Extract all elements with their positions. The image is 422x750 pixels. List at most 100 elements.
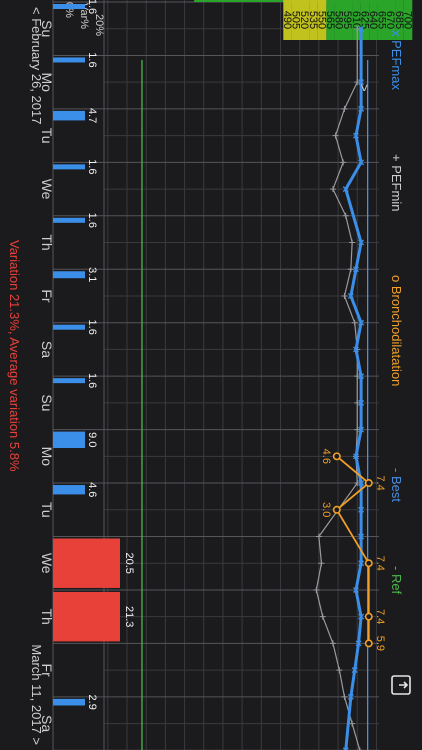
variation-bar-label: 3.1 (86, 267, 98, 282)
pefmax-point (342, 747, 349, 750)
pefmax-point (352, 453, 359, 460)
pefmin-point (315, 533, 322, 540)
pefmin-line (315, 28, 361, 750)
variation-bar[interactable] (53, 538, 120, 588)
pef-tick-label: 640 (367, 11, 379, 29)
collapse-chevron-icon[interactable]: > (357, 84, 372, 92)
pefmax-point (358, 560, 365, 567)
bronchodilatation-label: 4.6 (320, 449, 332, 464)
bronchodilatation-point[interactable] (364, 559, 373, 568)
variation-bar[interactable] (53, 164, 85, 170)
pefmax-point (358, 480, 365, 487)
bronchodilatation-point[interactable] (364, 639, 373, 648)
pef-tick-background (283, 0, 292, 40)
pefmin-point (354, 480, 361, 487)
legend-bronchodilatation[interactable]: o Bronchodilatation (389, 275, 404, 386)
bronchodilatation-point[interactable] (364, 612, 373, 621)
day-label: Th (39, 609, 55, 625)
previous-period-link[interactable]: < February 26, 2017 (29, 7, 44, 124)
day-label: Tu (39, 502, 55, 518)
variation-bar[interactable] (53, 324, 85, 330)
pefmin-point (329, 186, 336, 193)
next-period-link[interactable]: March 11, 2017 > (29, 644, 44, 745)
pefmin-point (354, 426, 361, 433)
variation-axis: 20%Var%0% (63, 2, 369, 750)
pef-tick-label: 610 (350, 11, 362, 29)
pefmax-point (358, 105, 365, 112)
variation-bar[interactable] (53, 431, 85, 449)
pef-tick-label: 655 (376, 11, 388, 29)
export-icon-frame (391, 675, 411, 695)
pefmin-point (313, 586, 320, 593)
variation-bar[interactable] (53, 378, 85, 384)
variation-bar[interactable] (53, 271, 85, 279)
pef-tick-label: 535 (307, 11, 319, 29)
chart-grid (52, 0, 379, 750)
pefmin-point (341, 105, 348, 112)
pefmax-point (358, 25, 365, 32)
bronchodilatation-point[interactable] (364, 479, 373, 488)
variation-bar[interactable] (53, 485, 85, 495)
pefmax-point (347, 693, 354, 700)
variation-bar[interactable] (53, 110, 85, 121)
pefmin-point (349, 239, 356, 246)
variation-bar[interactable] (53, 217, 85, 223)
pefmax-point (347, 292, 354, 299)
bronchodilatation-label: 7.4 (374, 475, 386, 490)
pef-tick-label: 685 (393, 11, 405, 29)
variation-bar-label: 1.6 (86, 52, 98, 67)
bronchodilatation-point[interactable] (332, 452, 341, 461)
day-label: We (39, 553, 55, 574)
bronchodilatation-point[interactable] (332, 505, 341, 514)
pefmin-point (354, 399, 361, 406)
pef-tick-background (300, 0, 310, 40)
pef-tick-background (334, 0, 344, 40)
pef-tick-background (369, 0, 378, 40)
pef-tick-label: 625 (358, 11, 370, 29)
pef-axis: 7006856706556406256105955805655505355205… (281, 0, 413, 40)
pefmin-point (342, 212, 349, 219)
legend-best[interactable]: - Best (389, 468, 404, 502)
day-label: Sa (39, 715, 55, 732)
pefmin-point (354, 79, 361, 86)
legend-pefmax[interactable]: x PEFmax (389, 30, 404, 90)
variation-tick-label: 20% (93, 14, 105, 36)
legend-pefmin[interactable]: + PEFmin (389, 154, 404, 211)
pef-tick-background (352, 0, 361, 40)
variation-bar[interactable] (53, 698, 85, 706)
pefmin-point (336, 667, 343, 674)
pefmin-point (354, 373, 361, 380)
bronchodilatation-label: 7.4 (374, 609, 386, 624)
pef-tick-background (343, 0, 353, 40)
pefmin-point (341, 292, 348, 299)
pef-tick-label: 490 (281, 11, 293, 29)
pefmax-point (358, 79, 365, 86)
variation-bar[interactable] (53, 4, 85, 9)
pef-tick-background (403, 0, 413, 40)
variation-bar-label: 4.6 (86, 482, 98, 497)
pefmin-point (341, 693, 348, 700)
pefmax-point (358, 239, 365, 246)
legend-ref[interactable]: - Ref (389, 566, 404, 595)
export-icon-arrow (399, 681, 409, 689)
variation-bars: 1.6 1.6 4.7 1.6 1.6 3.1 1.6 1.6 9.0 4.6 20.5 21.3 2.… (53, 0, 135, 710)
variation-bar[interactable] (53, 57, 85, 63)
pef-tick-label: 565 (324, 11, 336, 29)
export-icon[interactable] (391, 675, 411, 695)
pefmax-point (355, 640, 362, 647)
day-label: Mo (39, 72, 55, 92)
variation-bar[interactable] (53, 591, 120, 642)
day-label: Tu (39, 128, 55, 144)
day-label: Su (39, 20, 55, 37)
pefmax-point (352, 132, 359, 139)
pefmax-point (342, 186, 349, 193)
pefmax-point (358, 613, 365, 620)
pefmax-point (358, 159, 365, 166)
pefmax-point (358, 373, 365, 380)
variation-bar-label: 1.6 (86, 0, 98, 14)
day-labels: Su Mo Tu We Th Fr Sa Su Mo Tu We Th Fr Sa (39, 20, 55, 732)
day-label: Th (39, 234, 55, 250)
